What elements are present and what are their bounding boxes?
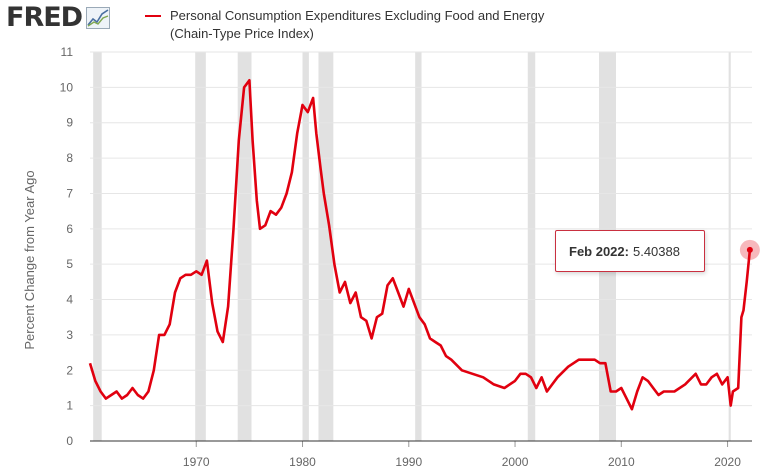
legend-label-line2: (Chain-Type Price Index) [170,26,314,41]
x-tick-label: 1970 [183,455,210,469]
y-tick-label: 6 [66,222,73,236]
x-axis-ticks: 1970 1980 1990 2000 2010 2020 [183,441,741,469]
x-tick-label: 2020 [714,455,741,469]
y-tick-label: 2 [66,363,73,377]
y-tick-label: 3 [66,328,73,342]
data-tooltip: Feb 2022: 5.40388 [555,230,705,272]
y-tick-label: 10 [60,80,74,94]
x-tick-label: 2000 [502,455,529,469]
y-tick-label: 1 [66,399,73,413]
fred-chart-logo-icon [86,6,111,29]
series-line[interactable] [88,79,752,411]
tooltip-value: 5.40388 [632,243,680,259]
y-axis-ticks: 0 1 2 3 4 5 6 7 8 9 10 11 [60,45,74,448]
recession-shading [93,52,731,441]
chart-header: FRED Personal Consumption Expenditures E… [0,0,768,50]
recession-band [93,52,102,441]
y-tick-label: 9 [66,116,73,130]
legend-label-line1: Personal Consumption Expenditures Exclud… [170,8,545,23]
recession-band [318,52,334,441]
recession-band [527,52,536,441]
y-tick-label: 7 [66,186,73,200]
y-axis-label: Percent Change from Year Ago [22,170,37,349]
chart-legend: Personal Consumption Expenditures Exclud… [145,7,544,43]
recession-band [415,52,422,441]
fred-logo-text: FRED [6,2,83,33]
y-tick-label: 11 [61,45,74,59]
y-tick-label: 4 [66,293,73,307]
tooltip-date: Feb 2022: [569,243,629,259]
y-tick-label: 0 [66,434,73,448]
highlight-point[interactable] [746,246,753,253]
x-tick-label: 1990 [395,455,422,469]
fred-logo[interactable]: FRED [6,2,111,33]
grid-lines [90,51,752,407]
recession-band [237,52,252,441]
y-tick-label: 8 [66,151,73,165]
recession-band [302,52,309,441]
y-tick-label: 5 [66,257,73,271]
legend-swatch [145,15,161,17]
x-tick-label: 1980 [289,455,316,469]
recession-band [195,52,206,441]
recession-band [728,52,731,441]
x-tick-label: 2010 [608,455,635,469]
